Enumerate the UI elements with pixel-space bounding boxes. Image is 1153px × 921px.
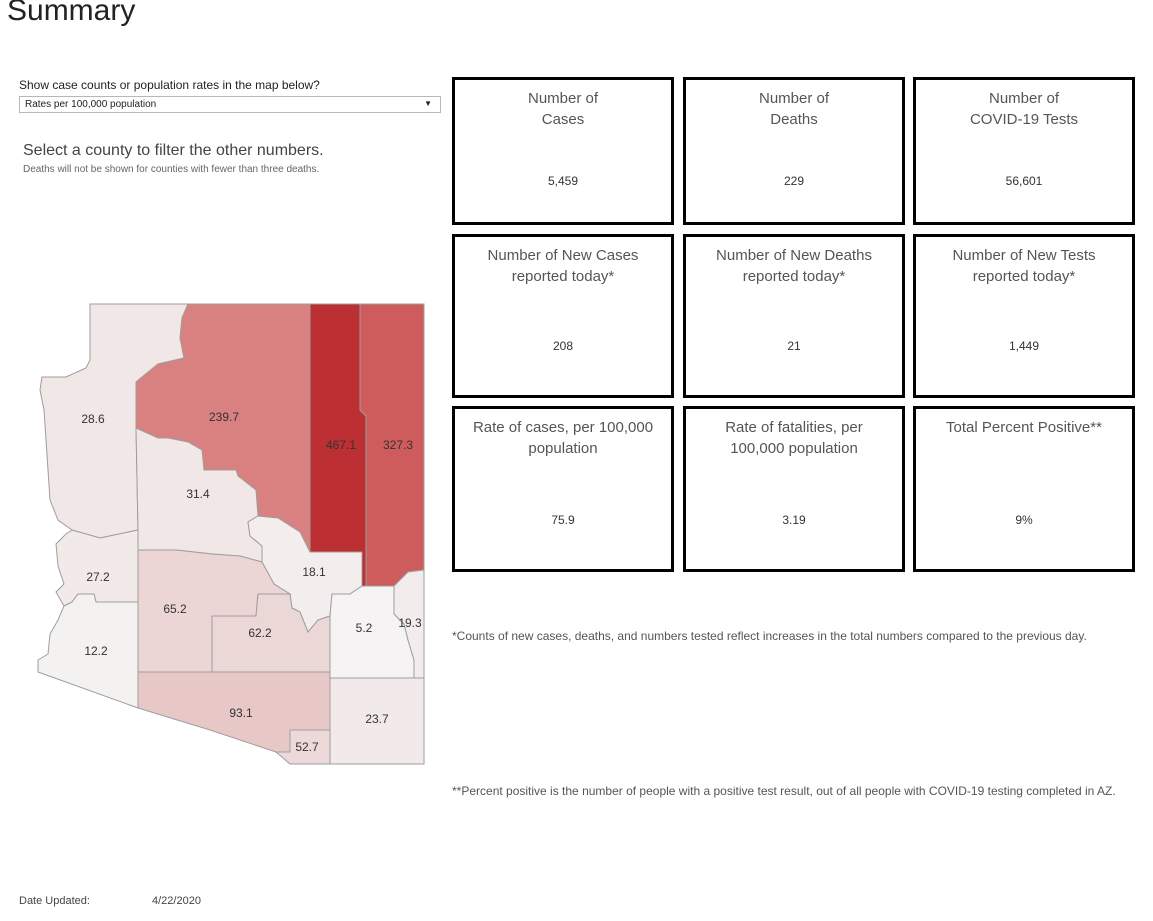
county-value-santa-cruz: 52.7 — [295, 740, 319, 754]
footnote-new-counts: *Counts of new cases, deaths, and number… — [452, 629, 1087, 643]
county-value-graham: 5.2 — [356, 621, 373, 635]
county-value-yavapai: 31.4 — [186, 487, 210, 501]
county-value-maricopa: 65.2 — [163, 602, 187, 616]
county-navajo[interactable]: 467.1 — [309, 303, 367, 587]
map-mode-value: Rates per 100,000 population — [25, 99, 157, 110]
date-updated-label: Date Updated: — [19, 895, 90, 907]
county-value-coconino: 239.7 — [209, 410, 239, 424]
county-value-pinal: 62.2 — [248, 626, 272, 640]
card-label: Number of New Cases reported today* — [487, 247, 639, 285]
card-fatality-rate[interactable]: Rate of fatalities, per 100,000 populati… — [683, 406, 905, 572]
card-value: 3.19 — [782, 513, 806, 527]
card-value: 1,449 — [1008, 339, 1040, 353]
county-shape-la-paz[interactable] — [55, 529, 139, 607]
county-yuma[interactable]: 12.2 — [37, 593, 139, 709]
county-value-navajo: 467.1 — [326, 438, 356, 452]
card-value: 21 — [787, 339, 801, 353]
card-value: 208 — [552, 339, 574, 353]
card-tests[interactable]: Number of COVID-19 Tests 56,601 — [913, 77, 1135, 225]
card-label: Rate of fatalities, per 100,000 populati… — [725, 419, 863, 457]
deaths-note: Deaths will not be shown for counties wi… — [23, 164, 320, 175]
card-label: Rate of cases, per 100,000 population — [472, 419, 654, 457]
card-label: Number of COVID-19 Tests — [969, 90, 1079, 128]
county-value-yuma: 12.2 — [84, 644, 108, 658]
card-case-rate[interactable]: Rate of cases, per 100,000 population 75… — [452, 406, 674, 572]
county-pinal[interactable]: 62.2 — [211, 593, 331, 673]
county-greenlee[interactable]: 19.3 — [393, 569, 425, 679]
card-label: Number of Deaths — [758, 90, 830, 128]
county-shape-pinal[interactable] — [211, 593, 331, 673]
card-label: Number of Cases — [527, 90, 599, 128]
card-new-tests[interactable]: Number of New Tests reported today* 1,44… — [913, 234, 1135, 398]
county-value-apache: 327.3 — [383, 438, 413, 452]
map-mode-label: Show case counts or population rates in … — [19, 78, 320, 92]
county-maricopa[interactable]: 65.2 — [137, 549, 292, 673]
county-value-greenlee: 19.3 — [398, 616, 422, 630]
county-shape-greenlee[interactable] — [393, 569, 425, 679]
card-value: 229 — [783, 174, 805, 188]
county-value-pima: 93.1 — [229, 706, 253, 720]
arizona-county-map[interactable]: 28.6 239.7 467.1 327.3 31.4 27.2 18.1 65… — [0, 290, 440, 770]
card-percent-positive[interactable]: Total Percent Positive** 9% — [913, 406, 1135, 572]
map-mode-dropdown[interactable]: Rates per 100,000 population ▼ — [19, 96, 441, 113]
page-title: Summary — [7, 0, 136, 27]
card-label: Number of New Deaths reported today* — [716, 247, 872, 285]
county-value-gila: 18.1 — [302, 565, 326, 579]
footnote-percent-positive: **Percent positive is the number of peop… — [452, 784, 1116, 798]
card-new-cases[interactable]: Number of New Cases reported today* 208 — [452, 234, 674, 398]
county-shape-cochise[interactable] — [329, 677, 425, 765]
county-value-mohave: 28.6 — [81, 412, 105, 426]
county-apache[interactable]: 327.3 — [359, 303, 425, 587]
county-cochise[interactable]: 23.7 — [329, 677, 425, 765]
county-la-paz[interactable]: 27.2 — [55, 529, 139, 607]
card-label: Total Percent Positive** — [946, 419, 1102, 436]
county-value-cochise: 23.7 — [365, 712, 389, 726]
card-value: 75.9 — [551, 513, 575, 527]
card-value: 9% — [1015, 513, 1033, 527]
card-label: Number of New Tests reported today* — [952, 247, 1096, 285]
card-deaths[interactable]: Number of Deaths 229 — [683, 77, 905, 225]
card-new-deaths[interactable]: Number of New Deaths reported today* 21 — [683, 234, 905, 398]
chevron-down-icon[interactable]: ▼ — [424, 99, 432, 108]
date-updated-value: 4/22/2020 — [152, 895, 201, 907]
card-value: 5,459 — [547, 174, 579, 188]
filter-instruction: Select a county to filter the other numb… — [23, 142, 324, 159]
card-value: 56,601 — [1005, 174, 1043, 188]
card-cases[interactable]: Number of Cases 5,459 — [452, 77, 674, 225]
county-value-la-paz: 27.2 — [86, 570, 110, 584]
